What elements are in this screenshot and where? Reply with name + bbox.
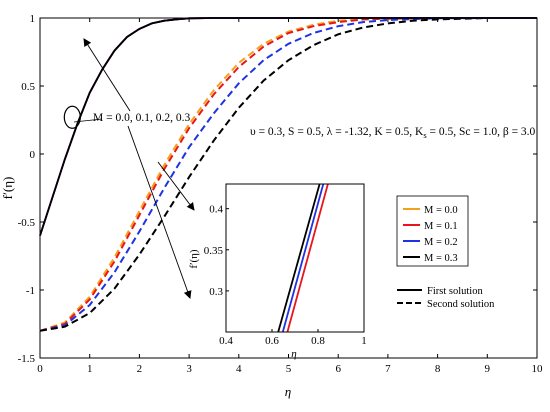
y-tick-label: -1 [26, 285, 35, 297]
legend-style-label: First solution [427, 286, 483, 297]
inset-line-01 [286, 183, 329, 333]
x-tick-label: 3 [186, 363, 192, 375]
y-tick-label: -1.5 [18, 353, 36, 365]
inset-x-tick-label: 0.4 [219, 335, 233, 347]
x-axis: 0 1 2 3 4 5 6 7 8 9 10 [37, 18, 543, 375]
annotation-arrow-params [157, 161, 195, 211]
parameters-text-end: = 0.5, Sc = 1.0, β = 3.0 [427, 126, 536, 138]
y-tick-label: 1 [30, 13, 36, 25]
inset-y-tick-label: 0.35 [204, 245, 224, 257]
y-tick-label: 0 [30, 149, 36, 161]
highlight-circle [63, 105, 81, 129]
inset-x-axis: 0.4 0.6 0.8 1 [219, 329, 367, 347]
inset-x-tick-label: 1 [361, 335, 367, 347]
inset: 0.4 0.6 0.8 1 0.4 0.35 0.3 η f′(η) [188, 183, 367, 360]
legend-label: M = 0.0 [424, 205, 458, 216]
y-tick-label: -0.5 [18, 217, 36, 229]
x-axis-label: η [285, 384, 291, 399]
annotation-arrow-up [83, 38, 131, 112]
y-axis-label: f′(η) [0, 177, 15, 200]
legend-style-label: Second solution [427, 299, 495, 310]
series-line-first-03 [39, 17, 537, 236]
parameters-annotation: υ = 0.3, S = 0.5, λ = -1.32, K = 0.5, Ks… [250, 126, 536, 140]
inset-background [226, 184, 364, 332]
y-axis: 1 0.5 0 -0.5 -1 -1.5 [18, 13, 537, 365]
y-tick-label: 0.5 [21, 81, 35, 93]
inset-line-02 [281, 183, 325, 333]
x-tick-label: 7 [385, 363, 391, 375]
inset-y-tick-label: 0.3 [209, 286, 223, 298]
inset-x-tick-label: 0.6 [265, 335, 279, 347]
inset-frame [225, 183, 365, 333]
inset-y-label: f′(η) [188, 249, 200, 268]
legend-label: M = 0.1 [424, 221, 458, 232]
x-tick-label: 6 [335, 363, 341, 375]
annotation-connector [73, 118, 103, 123]
x-tick-label: 9 [485, 363, 491, 375]
x-tick-label: 10 [532, 363, 544, 375]
legend-styles: First solution Second solution [397, 286, 495, 310]
parameters-subscript: s [423, 130, 426, 140]
inset-y-tick-label: 0.4 [209, 204, 223, 216]
inset-line-03 [277, 183, 321, 333]
x-tick-label: 1 [87, 363, 93, 375]
legend-box [396, 195, 469, 267]
series-line-second-03 [39, 17, 537, 332]
legend-label: M = 0.3 [424, 253, 458, 264]
inset-x-tick-label: 0.8 [311, 335, 325, 347]
x-tick-label: 8 [435, 363, 441, 375]
series-line-second-02 [39, 17, 537, 332]
parameters-text: υ = 0.3, S = 0.5, λ = -1.32, K = 0.5, K [250, 126, 424, 138]
x-tick-label: 5 [286, 363, 292, 375]
series-layer [39, 17, 537, 332]
inset-series-layer [277, 183, 329, 333]
inset-y-axis: 0.4 0.35 0.3 [204, 204, 229, 298]
legend-label: M = 0.2 [424, 237, 458, 248]
inset-x-label: η [291, 348, 296, 360]
legend-color-items: M = 0.0 M = 0.1 M = 0.2 M = 0.3 [403, 205, 458, 264]
x-tick-label: 2 [137, 363, 143, 375]
x-tick-label: 0 [37, 363, 43, 375]
legend-colors: M = 0.0 M = 0.1 M = 0.2 M = 0.3 [396, 195, 469, 267]
annotation-arrow-down [127, 125, 192, 299]
x-tick-label: 4 [236, 363, 242, 375]
m-values-annotation: M = 0.0, 0.1, 0.2, 0.3 [93, 112, 190, 124]
